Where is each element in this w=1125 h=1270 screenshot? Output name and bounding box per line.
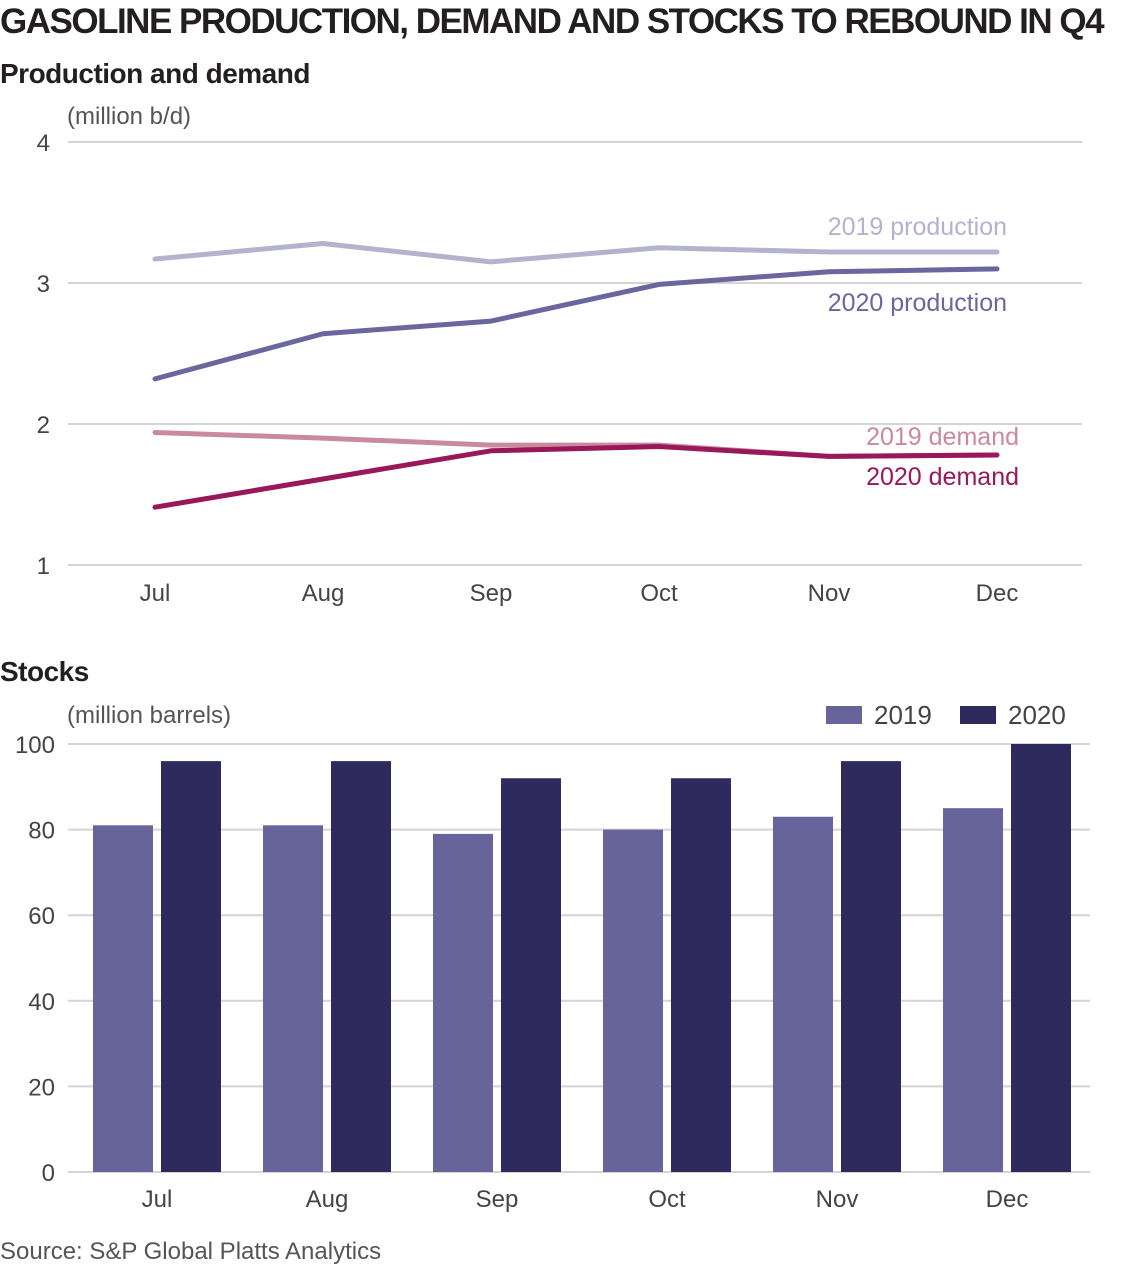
bar-chart-unit-label: (million barrels) — [67, 702, 231, 729]
x-tick-label: Jul — [142, 1186, 173, 1213]
series-label-2019-demand: 2019 demand — [866, 423, 1019, 451]
line-chart: (million b/d) 1 2 3 4 Jul Aug Sep Oct Nov Dec 2019 … — [37, 103, 1082, 607]
series-label-2019-production: 2019 production — [828, 213, 1007, 241]
line-chart-title: Production and demand — [0, 58, 310, 89]
y-tick-label: 100 — [15, 732, 55, 759]
bar-2019-aug — [263, 825, 323, 1172]
x-tick-label: Sep — [476, 1186, 519, 1213]
y-tick-label: 40 — [28, 989, 55, 1016]
legend-swatch-2019 — [826, 706, 862, 724]
bar-2020-sep — [501, 778, 561, 1172]
series-line-2019-production — [152, 241, 1000, 265]
series-label-2020-demand: 2020 demand — [866, 463, 1019, 491]
y-tick-label: 20 — [28, 1074, 55, 1101]
bar-2019-oct — [603, 829, 663, 1172]
bar-2020-jul — [161, 761, 221, 1172]
x-tick-label: Dec — [976, 580, 1019, 607]
x-tick-label: Nov — [808, 580, 851, 607]
y-tick-label: 0 — [42, 1160, 55, 1187]
x-tick-label: Aug — [306, 1186, 349, 1213]
legend-swatch-2020 — [960, 706, 996, 724]
series-line-2020-demand — [152, 444, 1000, 510]
bar-2019-sep — [433, 833, 493, 1172]
x-tick-label: Aug — [302, 580, 345, 607]
x-tick-label: Sep — [470, 580, 513, 607]
x-tick-label: Oct — [648, 1186, 686, 1213]
x-tick-label: Nov — [816, 1186, 859, 1213]
x-tick-label: Dec — [986, 1186, 1029, 1213]
bar-chart-title: Stocks — [0, 656, 89, 687]
series-label-2020-production: 2020 production — [828, 289, 1007, 317]
y-tick-label: 1 — [37, 553, 50, 580]
legend-label-2019: 2019 — [874, 700, 932, 730]
bar-2019-dec — [943, 808, 1003, 1172]
x-tick-label: Jul — [140, 580, 171, 607]
y-tick-label: 80 — [28, 818, 55, 845]
x-tick-label: Oct — [640, 580, 678, 607]
legend-label-2020: 2020 — [1008, 700, 1066, 730]
bar-chart: (million barrels) 0 20 40 60 80 100 Jul Aug Sep Oc… — [15, 700, 1090, 1213]
y-tick-label: 2 — [37, 412, 50, 439]
bar-2020-nov — [841, 761, 901, 1172]
main-title: GASOLINE PRODUCTION, DEMAND AND STOCKS T… — [0, 2, 1105, 41]
bar-2020-oct — [671, 778, 731, 1172]
bar-2020-dec — [1011, 744, 1071, 1172]
bar-2019-nov — [773, 816, 833, 1172]
series-line-2020-production — [152, 266, 1000, 382]
y-tick-label: 60 — [28, 903, 55, 930]
bar-2020-aug — [331, 761, 391, 1172]
source-note: Source: S&P Global Platts Analytics — [0, 1238, 382, 1265]
y-tick-label: 3 — [37, 271, 50, 298]
bar-2019-jul — [93, 825, 153, 1172]
line-chart-unit-label: (million b/d) — [67, 103, 191, 130]
y-tick-label: 4 — [37, 130, 50, 157]
